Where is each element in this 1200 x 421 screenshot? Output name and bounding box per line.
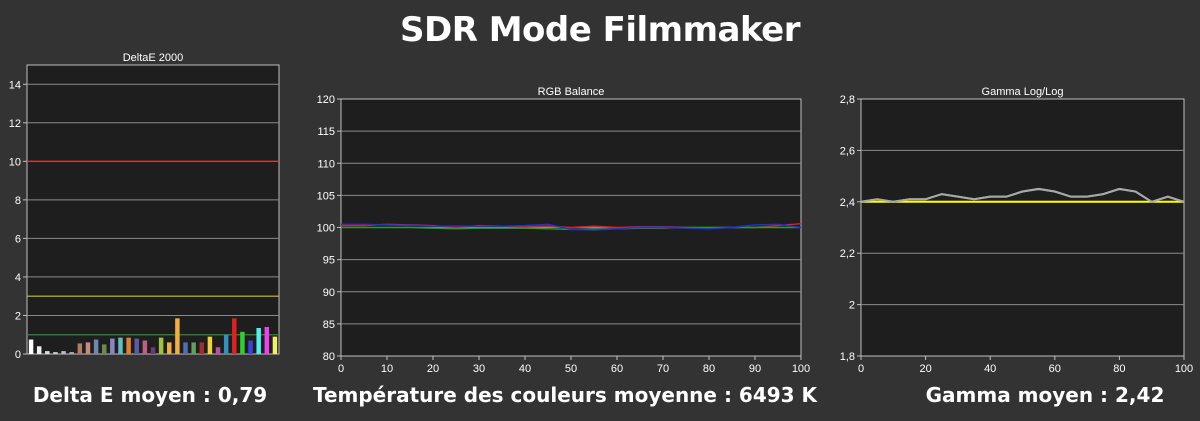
deltae-y-tick-label: 10 [9, 156, 21, 168]
deltae-bar [175, 318, 180, 354]
rgb-y-tick-label: 105 [317, 190, 335, 202]
deltae-plot-area [26, 64, 280, 355]
rgb-x-tick-label: 70 [657, 363, 669, 375]
deltae-bar [45, 351, 50, 354]
rgb-series-line [341, 223, 802, 231]
deltae-bar [126, 337, 131, 354]
rgb-chart-title: RGB Balance [538, 86, 605, 98]
deltae-bar [93, 339, 99, 354]
deltae-y-tick-label: 14 [9, 79, 21, 91]
rgb-x-tick-label: 30 [473, 363, 485, 375]
deltae-bar [183, 342, 188, 354]
rgb-y-tick-label: 110 [317, 158, 335, 170]
gamma-y-tick-label: 2,2 [840, 248, 855, 260]
gamma-x-tick-label: 20 [919, 363, 931, 375]
deltae-bar [207, 336, 213, 354]
deltae-y-tick-label: 2 [15, 310, 21, 322]
deltae-bar [118, 337, 123, 354]
gamma-series-line [860, 187, 1185, 203]
gamma-chart-title: Gamma Log/Log [982, 86, 1064, 98]
deltae-bar [142, 340, 148, 354]
gamma-y-tick-label: 2,8 [840, 94, 855, 106]
gamma-x-tick-label: 100 [1175, 363, 1193, 375]
deltae-bar [248, 340, 253, 354]
gamma-plot-area [860, 98, 1185, 357]
gamma-y-tick-label: 1,8 [840, 351, 855, 363]
delta-e-caption: Delta E moyen : 0,79 [32, 383, 268, 407]
rgb-y-tick-label: 95 [323, 255, 335, 267]
rgb-x-tick-label: 40 [519, 363, 531, 375]
rgb-y-tick-label: 120 [317, 94, 335, 106]
deltae-y-tick-label: 8 [15, 195, 21, 207]
deltae-bar [215, 347, 221, 354]
gamma-chart-group: Gamma Log/Log 1,8 2 2,2 2,4 2,6 2,8 0 20 40 60 80 10… [840, 86, 1193, 375]
deltae-bar [240, 331, 245, 354]
gamma-x-tick-label: 0 [858, 363, 864, 375]
gamma-y-tick-label: 2,4 [840, 197, 855, 209]
rgb-chart-group: RGB Balance 80 85 90 95 100 105 110 115 120 0 10 20 3… [317, 86, 811, 375]
deltae-bar [69, 352, 74, 354]
deltae-chart-group: DeltaE 2000 0 2 4 6 8 10 12 14 [9, 52, 280, 361]
deltae-bar [85, 342, 91, 354]
rgb-x-tick-label: 10 [381, 363, 393, 375]
deltae-bar [28, 339, 34, 354]
deltae-bar [101, 344, 107, 354]
rgb-x-tick-label: 20 [427, 363, 439, 375]
deltae-bar [110, 338, 115, 354]
deltae-bar [272, 336, 278, 354]
gamma-x-tick-label: 40 [984, 363, 996, 375]
page-title: SDR Mode Filmmaker [399, 10, 801, 50]
deltae-bar [77, 343, 83, 354]
deltae-y-tick-label: 6 [15, 233, 21, 245]
rgb-y-tick-label: 80 [323, 351, 335, 363]
deltae-bar [232, 318, 237, 354]
gamma-y-tick-label: 2 [849, 300, 855, 312]
deltae-bar [264, 327, 270, 354]
deltae-bar [191, 342, 196, 354]
gamma-y-tick-label: 2,6 [840, 145, 855, 157]
gamma-x-tick-label: 80 [1113, 363, 1125, 375]
deltae-bar [167, 342, 172, 354]
deltae-bar [134, 338, 139, 354]
rgb-x-tick-label: 0 [338, 363, 344, 375]
rgb-x-tick-label: 60 [611, 363, 623, 375]
deltae-bar [158, 337, 164, 354]
rgb-y-tick-label: 100 [317, 223, 335, 235]
rgb-y-tick-label: 85 [323, 319, 335, 331]
deltae-bar [256, 327, 261, 354]
deltae-bar [53, 352, 58, 354]
deltae-chart-title: DeltaE 2000 [123, 52, 184, 64]
deltae-bar [199, 342, 205, 354]
deltae-y-tick-label: 0 [15, 349, 21, 361]
rgb-x-tick-label: 80 [703, 363, 715, 375]
deltae-bar [61, 351, 66, 354]
rgb-x-tick-label: 50 [565, 363, 577, 375]
gamma-caption: Gamma moyen : 2,42 [925, 383, 1165, 407]
deltae-y-tick-label: 12 [9, 118, 21, 130]
deltae-bar [223, 334, 229, 354]
deltae-bar [150, 347, 156, 354]
rgb-y-tick-label: 90 [323, 287, 335, 299]
rgb-x-tick-label: 90 [749, 363, 761, 375]
rgb-x-tick-label: 100 [792, 363, 810, 375]
gamma-x-tick-label: 60 [1049, 363, 1061, 375]
deltae-y-tick-label: 4 [15, 272, 21, 284]
rgb-y-tick-label: 115 [317, 126, 335, 138]
deltae-bar [36, 346, 42, 354]
color-temperature-caption: Température des couleurs moyenne : 6493 … [312, 383, 818, 407]
